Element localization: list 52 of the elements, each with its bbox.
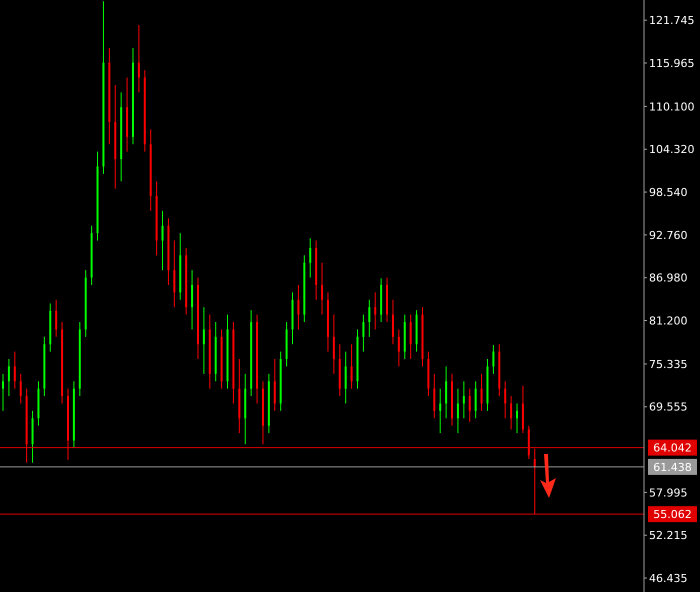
candlestick <box>368 299 370 338</box>
y-tick-label: 81.200 <box>649 314 688 328</box>
y-tick-label: 57.995 <box>649 486 688 500</box>
ref-line-label: 55.062 <box>653 508 692 522</box>
candlestick <box>534 448 536 515</box>
y-tick-label: 98.540 <box>649 186 688 199</box>
candlestick <box>8 358 10 397</box>
candlestick <box>468 388 471 422</box>
candlestick <box>202 306 205 374</box>
candlestick <box>474 380 477 419</box>
candlestick <box>433 373 436 419</box>
candlestick <box>456 388 459 434</box>
candlestick <box>344 351 347 404</box>
y-tick-label: 92.760 <box>649 228 688 242</box>
candlestick <box>138 24 140 93</box>
candlestick <box>332 314 335 374</box>
candlestick <box>516 402 518 434</box>
y-tick-label: 104.320 <box>649 143 694 156</box>
y-tick-label: 52.215 <box>649 529 688 542</box>
candlestick <box>492 344 494 374</box>
candlestick <box>392 299 394 345</box>
candlestick <box>297 284 300 330</box>
candlestick <box>2 373 4 412</box>
y-tick-label: 110.100 <box>649 100 694 114</box>
candlestick <box>398 328 400 367</box>
candlestick <box>274 358 276 412</box>
ref-line-label: 64.042 <box>653 442 692 455</box>
y-tick-label: 75.335 <box>649 358 688 371</box>
candlestick <box>20 373 22 404</box>
ref-line-label: 61.438 <box>653 460 692 474</box>
y-tick-label: 46.435 <box>649 572 688 585</box>
y-tick-label: 121.745 <box>649 14 694 28</box>
candlestick <box>362 314 364 352</box>
candlestick <box>462 380 465 419</box>
candlestick <box>480 373 483 412</box>
candlestick <box>374 292 376 330</box>
candlestick <box>510 396 512 430</box>
candlestick <box>173 240 176 308</box>
candlestick <box>445 366 448 419</box>
candlestick <box>504 380 506 419</box>
y-tick-label: 115.965 <box>649 56 694 70</box>
candlestick <box>55 299 58 338</box>
candlestick <box>309 238 312 278</box>
candlestick <box>191 270 194 330</box>
candlestick <box>350 344 353 390</box>
candlestick <box>439 388 442 434</box>
candlestick <box>14 351 16 390</box>
y-tick-label: 86.980 <box>649 272 688 285</box>
candlestick <box>162 210 164 271</box>
candlestick <box>410 314 412 360</box>
candlestick <box>321 262 324 316</box>
y-tick-label: 69.555 <box>649 400 688 414</box>
